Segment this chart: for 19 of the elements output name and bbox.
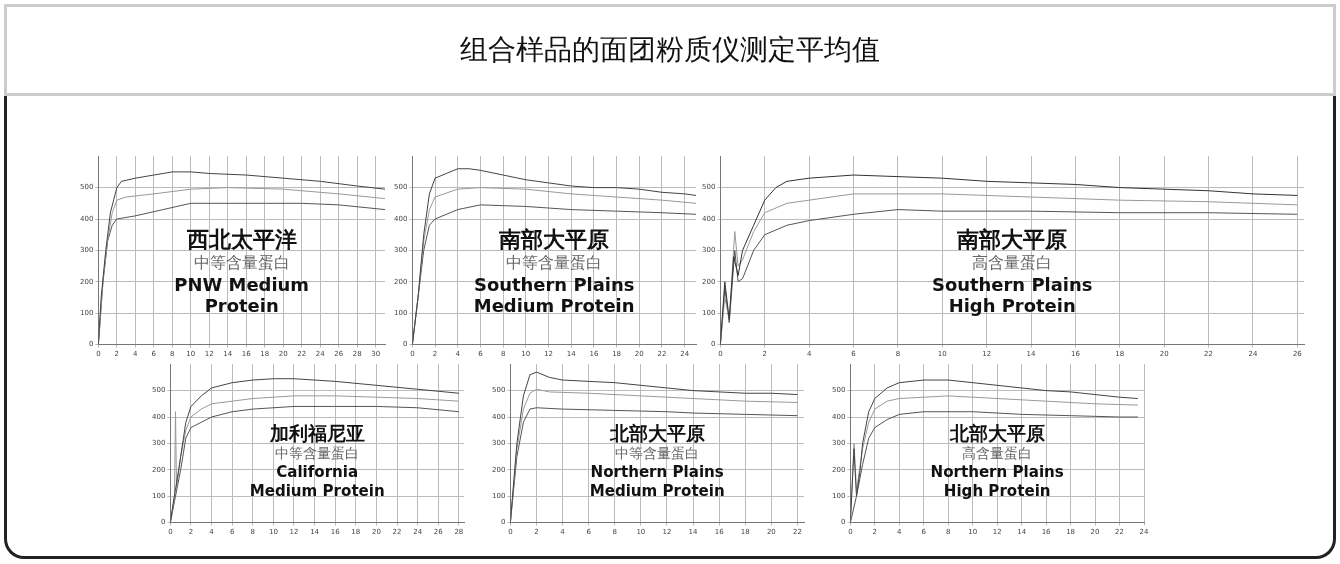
annotation: 加利福尼亚 bbox=[268, 422, 365, 445]
annotation: 北部大平原 bbox=[948, 422, 1045, 445]
annotation: California Medium Protein bbox=[249, 463, 385, 500]
annotation: 南部大平原 bbox=[498, 225, 610, 252]
annotation: 高含量蛋白 bbox=[972, 252, 1053, 272]
annotation: 西北太平洋 bbox=[185, 225, 297, 252]
annotation: Northern Plains Medium Protein bbox=[589, 463, 725, 500]
annotation: Southern Plains High Protein bbox=[931, 273, 1093, 317]
annotation: 南部大平原 bbox=[956, 225, 1068, 252]
annotation: 中等含量蛋白 bbox=[193, 252, 290, 272]
text: 组合样品的面团粉质仪测定平均值 bbox=[460, 32, 880, 68]
annotation: 中等含量蛋白 bbox=[615, 445, 700, 462]
annotation: 中等含量蛋白 bbox=[275, 445, 360, 462]
annotation: PNW Medium Protein bbox=[174, 273, 310, 317]
annotation: 高含量蛋白 bbox=[962, 445, 1033, 462]
annotation: 北部大平原 bbox=[608, 422, 705, 445]
annotation: Northern Plains High Protein bbox=[930, 463, 1064, 500]
annotation: Southern Plains Medium Protein bbox=[473, 273, 635, 317]
annotation: 中等含量蛋白 bbox=[506, 252, 603, 272]
